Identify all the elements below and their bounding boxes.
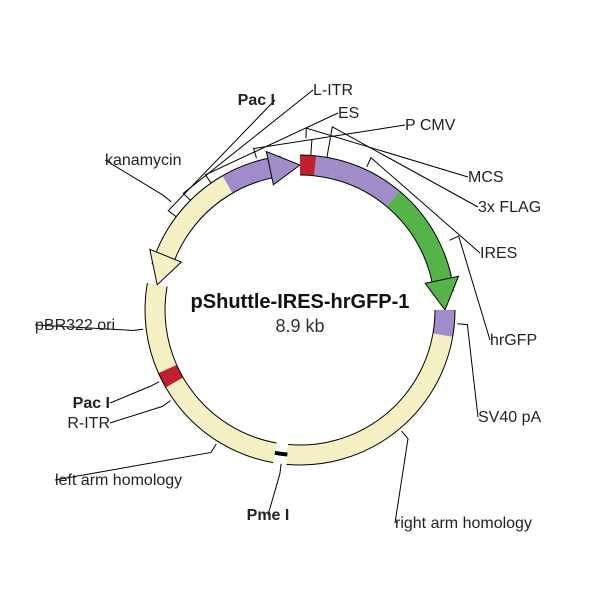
feature-label: pBR322 ori [35,317,115,334]
segment-right-arm [287,335,442,455]
feature-label: kanamycin [105,152,181,169]
leader [395,431,408,523]
feature-label: MCS [468,169,504,186]
feature-label: L-ITR [313,82,353,99]
segment-sv40 [443,310,445,335]
feature-label: SV40 pA [478,409,541,426]
leader [457,324,478,417]
feature-label: R-ITR [67,415,110,432]
feature-label: P CMV [405,117,456,134]
feature-label: 3x FLAG [478,199,541,216]
segment-ires [335,169,393,199]
feature-label: right arm homology [395,515,532,532]
segment-flag [315,166,335,170]
feature-label: Pme I [247,507,290,524]
feature-label: left arm homology [55,472,182,489]
feature-label: hrGFP [490,332,537,349]
feature-label: IRES [480,245,517,262]
leader [110,382,159,403]
segment-pac-left [168,369,175,383]
plasmid-name: pShuttle-IRES-hrGFP-1 [191,291,410,313]
plasmid-map: Pac I L-ITR ES P CMV MCS 3x FLAG IRES hrGFP SV40… [0,0,600,600]
feature-label: Pac I [238,92,275,109]
segment-pme [275,453,288,455]
plasmid-size: 8.9 kb [275,316,324,336]
leader [110,401,171,423]
feature-label: Pac I [73,395,110,412]
segment-mcs [300,165,315,166]
feature-label: ES [338,105,359,122]
segment-ritr [174,383,185,400]
